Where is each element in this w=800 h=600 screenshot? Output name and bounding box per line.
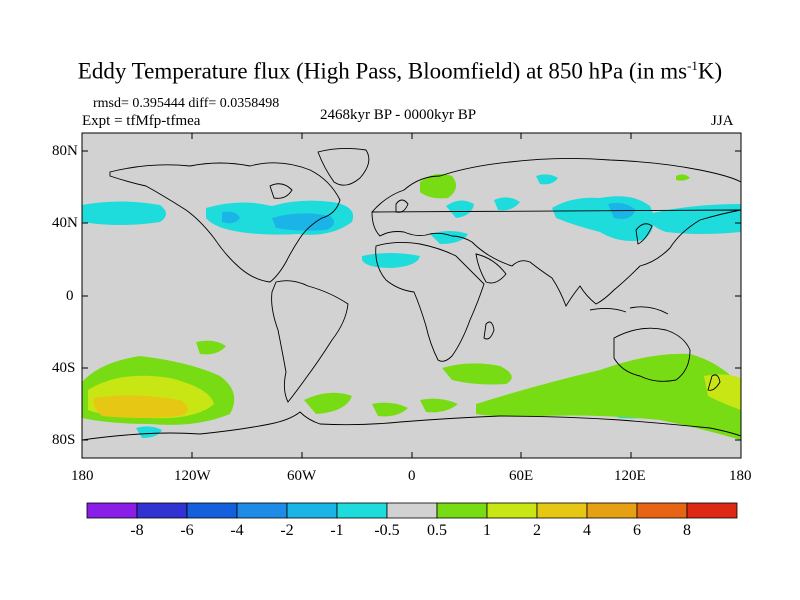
lon-label-120w: 120W bbox=[174, 468, 211, 484]
coast-south-america bbox=[271, 280, 349, 403]
neg-core-rockies bbox=[222, 211, 240, 224]
pos-region-arctic bbox=[676, 174, 690, 181]
neg-region-siberia bbox=[536, 174, 558, 185]
coast-uk bbox=[395, 199, 409, 213]
lon-label-180e: 180 bbox=[729, 468, 752, 484]
pos-peak-south-pacific bbox=[93, 395, 188, 418]
colorbar-label: -1 bbox=[330, 522, 344, 539]
colorbar-label: 4 bbox=[583, 522, 591, 539]
neg-region-north-pacific-west bbox=[648, 204, 741, 234]
colorbar-label: -8 bbox=[130, 522, 144, 539]
pos-region-southern-ocean-band bbox=[476, 353, 741, 440]
pos-region-south-pacific-small bbox=[196, 340, 226, 355]
colorbar-label: 2 bbox=[533, 522, 541, 539]
colorbar-label: -4 bbox=[230, 522, 244, 539]
coast-greenland bbox=[317, 147, 370, 186]
colorbar-swatch-5 bbox=[286, 502, 338, 519]
colorbar-label: -0.5 bbox=[374, 522, 400, 539]
neg-region-mediterranean bbox=[362, 253, 420, 268]
colorbar-label: 8 bbox=[683, 522, 691, 539]
experiment-label: Expt = tfMfp-tfmea bbox=[82, 113, 201, 129]
period-label: 2468kyr BP - 0000kyr BP bbox=[320, 107, 477, 123]
neg-region-north-pacific-east bbox=[82, 201, 166, 225]
lat-label-40s: 40S bbox=[52, 360, 76, 376]
colorbar-swatch-2 bbox=[136, 502, 188, 519]
lon-label-120e: 120E bbox=[614, 468, 646, 484]
coast-indonesia bbox=[589, 306, 669, 315]
colorbar-swatch-7 bbox=[386, 502, 438, 519]
colorbar-swatch-6 bbox=[336, 502, 388, 519]
lat-label-0: 0 bbox=[66, 288, 74, 304]
lat-label-80s: 80S bbox=[52, 432, 76, 448]
rmsd-value: 0.395444 bbox=[132, 96, 185, 111]
colorbar-swatch-9 bbox=[486, 502, 538, 519]
coastlines bbox=[82, 147, 741, 441]
coast-hudson-bay bbox=[269, 183, 293, 199]
coast-arabia bbox=[475, 253, 507, 284]
pos-region-south-indian-west bbox=[442, 363, 512, 385]
pos-region-scandinavia bbox=[420, 174, 457, 199]
coast-north-america bbox=[109, 162, 341, 283]
pos-region-south-atlantic bbox=[372, 402, 408, 417]
lat-label-40n: 40N bbox=[52, 215, 78, 231]
coast-eurasia bbox=[371, 157, 741, 308]
pos-region-south-atlantic-west bbox=[304, 392, 352, 414]
neg-region-ross-sea bbox=[136, 426, 162, 438]
colorbar-swatch-8 bbox=[436, 502, 488, 519]
season-label: JJA bbox=[711, 113, 734, 129]
lon-label-60e: 60E bbox=[509, 468, 534, 484]
lon-label-60w: 60W bbox=[287, 468, 317, 484]
lat-label-80n: 80N bbox=[52, 143, 78, 159]
colorbar bbox=[86, 502, 738, 519]
coast-new-zealand bbox=[707, 374, 721, 391]
coast-australia bbox=[613, 327, 691, 382]
pos-region-south-atlantic-east bbox=[420, 398, 458, 413]
colorbar-label: 6 bbox=[633, 522, 641, 539]
colorbar-swatch-4 bbox=[236, 502, 288, 519]
diff-value: 0.0358498 bbox=[219, 96, 280, 111]
pos-core-southern-ocean bbox=[704, 374, 741, 410]
stats-line: rmsd= 0.395444 diff= 0.0358498 bbox=[93, 96, 280, 111]
coast-antarctica bbox=[82, 411, 741, 441]
colorbar-label: -6 bbox=[180, 522, 194, 539]
colorbar-swatch-12 bbox=[636, 502, 688, 519]
chart-title: Eddy Temperature flux (High Pass, Bloomf… bbox=[77, 58, 723, 84]
neg-region-black-sea bbox=[430, 231, 468, 244]
colorbar-label: -2 bbox=[280, 522, 294, 539]
coast-africa bbox=[375, 241, 485, 362]
colorbar-swatch-13 bbox=[686, 502, 738, 519]
neg-region-europe bbox=[446, 200, 474, 218]
lon-label-180w: 180 bbox=[71, 468, 94, 484]
coast-madagascar bbox=[483, 321, 495, 340]
colorbar-swatch-1 bbox=[86, 502, 138, 519]
anomaly-fields bbox=[82, 174, 741, 440]
neg-core-north-america bbox=[272, 213, 335, 231]
lon-label-0: 0 bbox=[408, 468, 416, 484]
colorbar-swatch-3 bbox=[186, 502, 238, 519]
colorbar-swatch-10 bbox=[536, 502, 588, 519]
coast-japan bbox=[635, 223, 653, 245]
axis-ticks bbox=[81, 133, 742, 458]
colorbar-swatch-11 bbox=[586, 502, 638, 519]
colorbar-label: 1 bbox=[483, 522, 491, 539]
colorbar-label: 0.5 bbox=[427, 522, 447, 539]
neg-region-central-asia bbox=[494, 197, 520, 211]
